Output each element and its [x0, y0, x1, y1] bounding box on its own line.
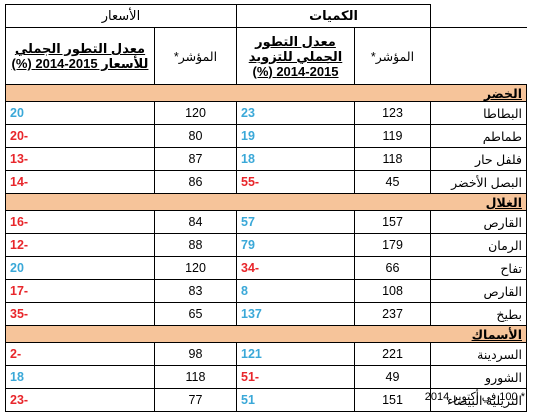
supply-change-cell: -34: [236, 256, 355, 280]
supply-change-header: معدل التطور الجملي للتزويد 2015-2014 (%): [236, 27, 355, 85]
footnote: * 100 في أكتوبر 2014: [424, 391, 525, 403]
quantity-index-cell: 108: [354, 279, 431, 303]
price-change-header: معدل التطور الجملي للأسعار 2015-2014 (%): [5, 27, 155, 85]
quantity-index-cell: 118: [354, 147, 431, 171]
product-name-cell: تفاح: [430, 256, 527, 280]
section-header-row: الغلال: [5, 193, 527, 211]
supply-change-cell: 137: [236, 302, 355, 326]
table-row: الشورو 49 -51 118 18: [5, 365, 527, 389]
data-table-wrapper: الكميات الأسعار المؤشر* معدل التطور الجم…: [5, 4, 527, 412]
table-row: الرمان 179 79 88 -12: [5, 233, 527, 257]
price-change-cell: 18: [5, 365, 155, 389]
section-header-row: الخضر: [5, 84, 527, 102]
price-index-cell: 87: [154, 147, 237, 171]
table-row: تفاح 66 -34 120 20: [5, 256, 527, 280]
price-change-cell: -14: [5, 170, 155, 194]
price-index-cell: 84: [154, 210, 237, 234]
price-index-cell: 80: [154, 124, 237, 148]
quantities-header: الكميات: [236, 4, 431, 28]
product-name-cell: البطاطا: [430, 101, 527, 125]
table-row: السردينة 221 121 98 -2: [5, 342, 527, 366]
quantity-index-cell: 157: [354, 210, 431, 234]
table-row: طماطم 119 19 80 -20: [5, 124, 527, 148]
table-row: القارص 108 8 83 -17: [5, 279, 527, 303]
price-change-cell: 20: [5, 256, 155, 280]
quantity-index-cell: 237: [354, 302, 431, 326]
quantity-index-cell: 151: [354, 388, 431, 412]
quantity-index-cell: 49: [354, 365, 431, 389]
table-row: التريلية البيضاء 151 51 77 -23: [5, 388, 527, 412]
supply-change-cell: 51: [236, 388, 355, 412]
price-index-cell: 65: [154, 302, 237, 326]
product-name-cell: القارص: [430, 210, 527, 234]
supply-change-cell: 23: [236, 101, 355, 125]
table-row: البطاطا 123 23 120 20: [5, 101, 527, 125]
price-change-cell: -23: [5, 388, 155, 412]
supply-change-cell: 19: [236, 124, 355, 148]
section-title: الغلال: [5, 193, 527, 211]
supply-change-cell: -55: [236, 170, 355, 194]
price-index-cell: 118: [154, 365, 237, 389]
price-change-cell: -17: [5, 279, 155, 303]
price-change-cell: -16: [5, 210, 155, 234]
data-table: الكميات الأسعار المؤشر* معدل التطور الجم…: [5, 4, 527, 412]
supply-change-cell: 18: [236, 147, 355, 171]
prices-header: الأسعار: [5, 4, 237, 28]
section-header-row: الأسماك: [5, 325, 527, 343]
product-name-cell: بطيخ: [430, 302, 527, 326]
table-row: بطيخ 237 137 65 -35: [5, 302, 527, 326]
quantity-index-cell: 221: [354, 342, 431, 366]
price-change-cell: -13: [5, 147, 155, 171]
price-index-cell: 86: [154, 170, 237, 194]
price-change-cell: -2: [5, 342, 155, 366]
product-name-cell: القارص: [430, 279, 527, 303]
header-row-groups: الكميات الأسعار: [5, 4, 527, 28]
price-index-cell: 77: [154, 388, 237, 412]
product-name-cell: فلفل حار: [430, 147, 527, 171]
price-index-cell: 98: [154, 342, 237, 366]
supply-change-cell: 57: [236, 210, 355, 234]
price-change-cell: -20: [5, 124, 155, 148]
table-row: فلفل حار 118 18 87 -13: [5, 147, 527, 171]
product-name-cell: التريلية البيضاء: [430, 388, 527, 412]
price-index-cell: 83: [154, 279, 237, 303]
table-row: البصل الأخضر 45 -55 86 -14: [5, 170, 527, 194]
quantity-index-cell: 66: [354, 256, 431, 280]
product-name-cell: السردينة: [430, 342, 527, 366]
header-row-columns: المؤشر* معدل التطور الجملي للتزويد 2015-…: [5, 27, 527, 85]
quantity-index-header: المؤشر*: [354, 27, 431, 85]
product-name-cell: الرمان: [430, 233, 527, 257]
price-change-cell: -12: [5, 233, 155, 257]
section-title: الأسماك: [5, 325, 527, 343]
product-name-cell: البصل الأخضر: [430, 170, 527, 194]
product-name-cell: طماطم: [430, 124, 527, 148]
supply-change-cell: 8: [236, 279, 355, 303]
price-index-cell: 120: [154, 256, 237, 280]
supply-change-cell: 121: [236, 342, 355, 366]
price-change-cell: 20: [5, 101, 155, 125]
price-index-header: المؤشر*: [154, 27, 237, 85]
header-blank-cell: [430, 4, 527, 28]
supply-change-cell: -51: [236, 365, 355, 389]
supply-change-cell: 79: [236, 233, 355, 257]
price-change-cell: -35: [5, 302, 155, 326]
product-name-cell: الشورو: [430, 365, 527, 389]
price-index-cell: 88: [154, 233, 237, 257]
quantity-index-cell: 179: [354, 233, 431, 257]
quantity-index-cell: 119: [354, 124, 431, 148]
quantity-index-cell: 123: [354, 101, 431, 125]
header-blank-cell-2: [430, 27, 527, 85]
section-title: الخضر: [5, 84, 527, 102]
quantity-index-cell: 45: [354, 170, 431, 194]
price-index-cell: 120: [154, 101, 237, 125]
table-row: القارص 157 57 84 -16: [5, 210, 527, 234]
